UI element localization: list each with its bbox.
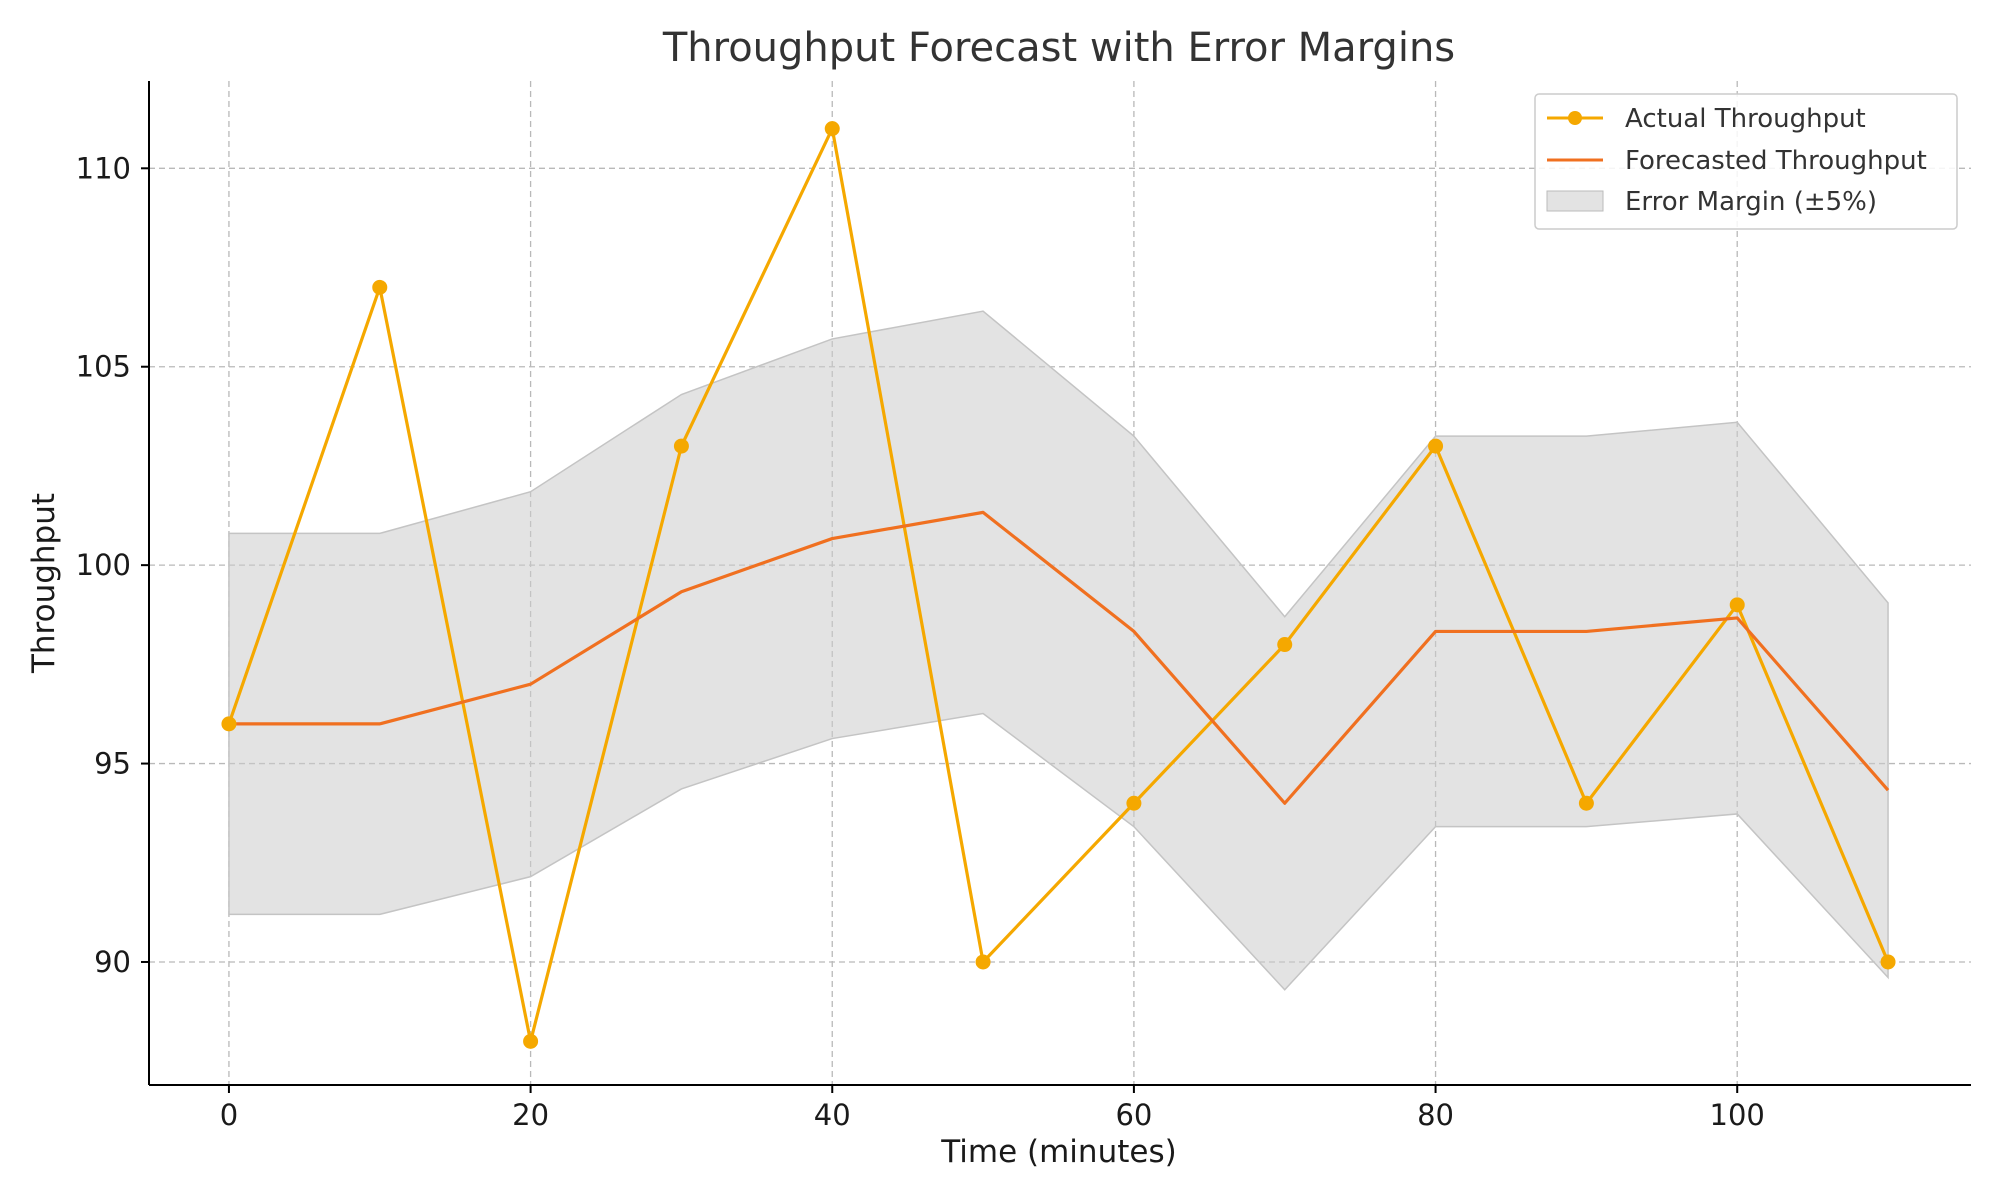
actual-throughput-line [227, 127, 1890, 1043]
legend-label-forecast: Forecasted Throughput [1625, 146, 1927, 176]
x-tick-label: 80 [1417, 1098, 1454, 1132]
legend-label-band: Error Margin (±5%) [1625, 187, 1877, 217]
legend-label-actual: Actual Throughput [1625, 104, 1866, 134]
y-axis-label: Throughput [26, 493, 62, 674]
actual-point [1578, 795, 1594, 811]
actual-point [221, 716, 237, 732]
y-tick-label: 100 [76, 548, 131, 582]
x-tick-label: 40 [814, 1098, 851, 1132]
y-ticks: 90 95 100 105 110 [76, 151, 149, 979]
y-tick-label: 95 [94, 747, 131, 781]
x-ticks: 0 20 40 60 80 100 [220, 1085, 1765, 1132]
x-tick-label: 100 [1710, 1098, 1765, 1132]
actual-point [1277, 637, 1293, 653]
actual-point [523, 1033, 539, 1049]
actual-point [372, 279, 388, 295]
chart-title: Throughput Forecast with Error Margins [662, 25, 1455, 71]
x-tick-label: 0 [220, 1098, 238, 1132]
legend: Actual Throughput Forecasted Throughput … [1534, 93, 1958, 230]
actual-point [975, 954, 991, 970]
error-margin-band [228, 310, 1889, 991]
x-tick-label: 60 [1115, 1098, 1152, 1132]
actual-point [824, 121, 840, 137]
actual-point [1126, 795, 1142, 811]
legend-marker-actual [1568, 111, 1582, 125]
y-tick-label: 105 [76, 350, 131, 384]
actual-markers [221, 121, 1896, 1049]
actual-point [1428, 438, 1444, 454]
y-tick-label: 90 [94, 945, 131, 979]
y-tick-label: 110 [76, 151, 131, 185]
legend-frame [1534, 93, 1958, 230]
error-margin-area [228, 310, 1889, 991]
actual-point [1880, 954, 1896, 970]
actual-point [1729, 597, 1745, 613]
forecast-throughput-line [228, 510, 1890, 805]
legend-swatch-band [1546, 190, 1604, 212]
axes [148, 81, 1971, 1086]
actual-point [673, 438, 689, 454]
series-lines [227, 127, 1890, 1043]
x-tick-label: 20 [512, 1098, 549, 1132]
x-axis-label: Time (minutes) [940, 1134, 1176, 1170]
